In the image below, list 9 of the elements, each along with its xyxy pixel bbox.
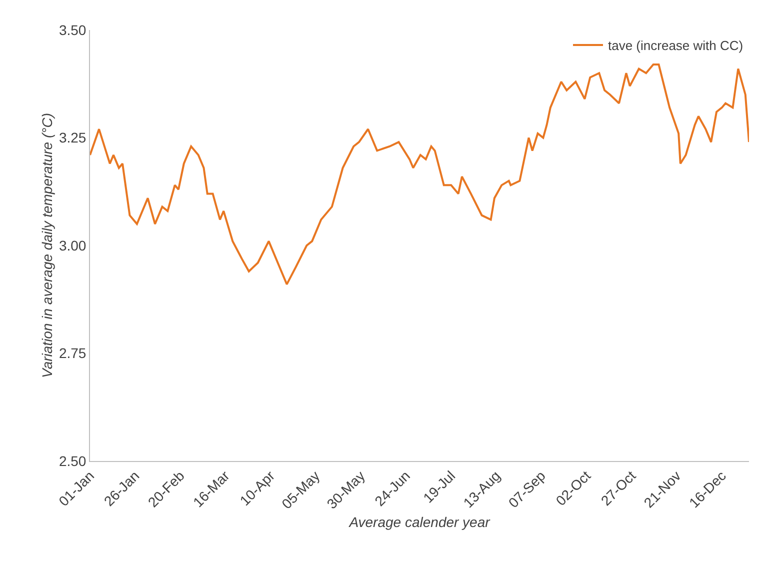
y-tick-label: 2.50	[58, 452, 86, 469]
y-tick-label: 3.00	[58, 237, 86, 254]
x-axis-title: Average calender year	[348, 514, 492, 530]
y-tick-label: 3.50	[58, 22, 86, 38]
y-tick-label: 2.75	[58, 345, 86, 362]
line-series	[90, 63, 749, 286]
legend-label: tave (increase with CC)	[608, 38, 744, 54]
y-tick-label: 3.25	[58, 130, 86, 146]
y-axis-title: Variation in average daily temperature (°C)	[39, 113, 55, 378]
